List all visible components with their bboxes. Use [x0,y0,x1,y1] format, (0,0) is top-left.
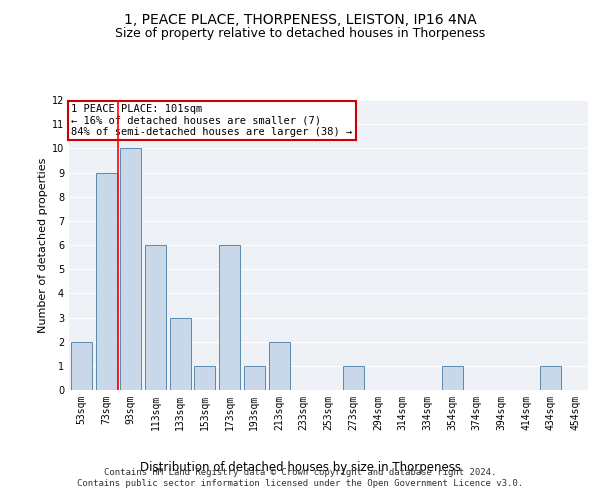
Bar [541,366,562,390]
Bar [442,366,463,390]
Text: 1 PEACE PLACE: 101sqm
← 16% of detached houses are smaller (7)
84% of semi-detac: 1 PEACE PLACE: 101sqm ← 16% of detached … [71,104,353,137]
Bar [194,366,215,390]
Bar [145,245,166,390]
Bar [269,342,290,390]
Bar [244,366,265,390]
Text: 1, PEACE PLACE, THORPENESS, LEISTON, IP16 4NA: 1, PEACE PLACE, THORPENESS, LEISTON, IP1… [124,12,476,26]
Bar [120,148,141,390]
Bar [343,366,364,390]
Bar [95,172,116,390]
Text: Contains HM Land Registry data © Crown copyright and database right 2024.
Contai: Contains HM Land Registry data © Crown c… [77,468,523,487]
Y-axis label: Number of detached properties: Number of detached properties [38,158,47,332]
Text: Size of property relative to detached houses in Thorpeness: Size of property relative to detached ho… [115,28,485,40]
Text: Distribution of detached houses by size in Thorpeness: Distribution of detached houses by size … [139,461,461,474]
Bar [219,245,240,390]
Bar [170,318,191,390]
Bar [71,342,92,390]
